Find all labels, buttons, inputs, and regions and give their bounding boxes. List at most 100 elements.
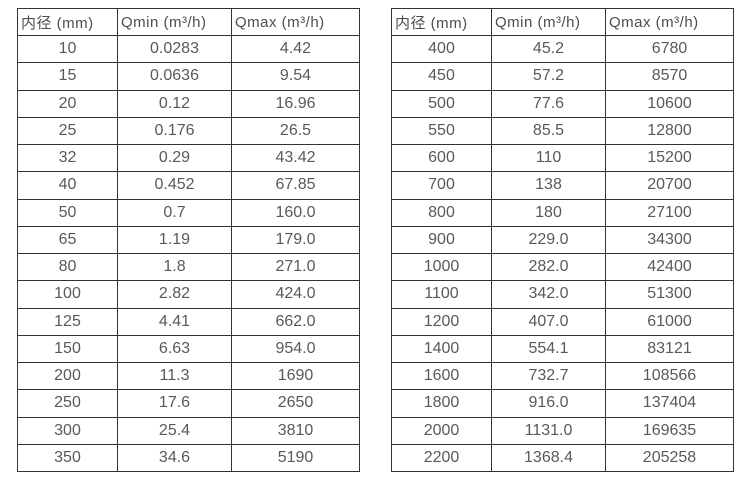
table-row: 400 45.2 6780 (391, 34, 734, 64)
table-cell: 15 (17, 62, 118, 91)
table-cell: 138 (491, 171, 606, 200)
table-cell: 350 (17, 443, 118, 473)
table-row: 25 0.176 26.5 (17, 116, 360, 146)
table-cell: 160.0 (231, 198, 360, 227)
table-cell: 1100 (391, 280, 492, 309)
table-cell: 250 (17, 389, 118, 418)
table-cell: 180 (491, 198, 606, 227)
table-cell: 137404 (605, 389, 734, 418)
table-cell: 8570 (605, 62, 734, 91)
table-cell: 1400 (391, 334, 492, 364)
table-cell: 45.2 (491, 34, 606, 64)
table-cell: 1600 (391, 361, 492, 391)
table-cell: 0.0636 (117, 62, 232, 91)
table-cell: 0.176 (117, 116, 232, 146)
table-cell: 1368.4 (491, 443, 606, 473)
table-row: 250 17.6 2650 (17, 389, 360, 418)
table-cell: 65 (17, 225, 118, 255)
table-row: 15 0.0636 9.54 (17, 62, 360, 91)
table-cell: 800 (391, 198, 492, 227)
table-cell: 108566 (605, 361, 734, 391)
table-cell: 42400 (605, 252, 734, 282)
table-cell: 5190 (231, 443, 360, 473)
col-header-qmin: Qmin (m³/h) (117, 8, 232, 36)
table-cell: 954.0 (231, 334, 360, 364)
table-cell: 400 (391, 34, 492, 64)
table-cell: 110 (491, 143, 606, 173)
table-row: 300 25.4 3810 (17, 416, 360, 445)
table-cell: 500 (391, 89, 492, 118)
table-cell: 200 (17, 361, 118, 391)
table-cell: 700 (391, 171, 492, 200)
table-row: 1400 554.1 83121 (391, 334, 734, 364)
table-row: 80 1.8 271.0 (17, 252, 360, 282)
table-row: 200 11.3 1690 (17, 361, 360, 391)
table-cell: 300 (17, 416, 118, 445)
table-cell: 550 (391, 116, 492, 146)
table-row: 450 57.2 8570 (391, 62, 734, 91)
table-cell: 662.0 (231, 307, 360, 336)
table-cell: 25.4 (117, 416, 232, 445)
table-cell: 17.6 (117, 389, 232, 418)
table-cell: 4.42 (231, 34, 360, 64)
table-row: 2200 1368.4 205258 (391, 443, 734, 473)
table-cell: 2000 (391, 416, 492, 445)
table-cell: 0.12 (117, 89, 232, 118)
table-cell: 34300 (605, 225, 734, 255)
table-row: 1600 732.7 108566 (391, 361, 734, 391)
table-cell: 16.96 (231, 89, 360, 118)
flow-table-small-diameters: 内径 (mm) Qmin (m³/h) Qmax (m³/h) 10 0.0283… (17, 8, 360, 473)
table-cell: 179.0 (231, 225, 360, 255)
table-cell: 34.6 (117, 443, 232, 473)
header-row: 内径 (mm) Qmin (m³/h) Qmax (m³/h) (391, 8, 734, 36)
table-body: 400 45.2 6780 450 57.2 8570 500 77.6 10600 550 85.… (391, 34, 734, 473)
table-row: 1000 282.0 42400 (391, 252, 734, 282)
table-cell: 100 (17, 280, 118, 309)
table-body: 10 0.0283 4.42 15 0.0636 9.54 20 0.12 16.96 25 0.1… (17, 34, 360, 473)
table-cell: 407.0 (491, 307, 606, 336)
col-header-qmax: Qmax (m³/h) (231, 8, 360, 36)
table-cell: 57.2 (491, 62, 606, 91)
table-cell: 732.7 (491, 361, 606, 391)
table-row: 150 6.63 954.0 (17, 334, 360, 364)
table-cell: 450 (391, 62, 492, 91)
table-cell: 6780 (605, 34, 734, 64)
table-cell: 150 (17, 334, 118, 364)
table-cell: 1690 (231, 361, 360, 391)
table-row: 800 180 27100 (391, 198, 734, 227)
table-cell: 916.0 (491, 389, 606, 418)
table-cell: 6.63 (117, 334, 232, 364)
table-row: 20 0.12 16.96 (17, 89, 360, 118)
table-cell: 1200 (391, 307, 492, 336)
table-cell: 4.41 (117, 307, 232, 336)
table-cell: 3810 (231, 416, 360, 445)
table-cell: 1.8 (117, 252, 232, 282)
table-row: 1800 916.0 137404 (391, 389, 734, 418)
table-row: 10 0.0283 4.42 (17, 34, 360, 64)
table-cell: 554.1 (491, 334, 606, 364)
table-cell: 32 (17, 143, 118, 173)
table-cell: 27100 (605, 198, 734, 227)
table-cell: 0.0283 (117, 34, 232, 64)
table-row: 900 229.0 34300 (391, 225, 734, 255)
table-cell: 0.7 (117, 198, 232, 227)
table-cell: 1000 (391, 252, 492, 282)
table-cell: 83121 (605, 334, 734, 364)
table-row: 40 0.452 67.85 (17, 171, 360, 200)
table-row: 1200 407.0 61000 (391, 307, 734, 336)
table-cell: 20 (17, 89, 118, 118)
col-header-qmax: Qmax (m³/h) (605, 8, 734, 36)
table-cell: 9.54 (231, 62, 360, 91)
table-row: 32 0.29 43.42 (17, 143, 360, 173)
table-cell: 10 (17, 34, 118, 64)
table-cell: 85.5 (491, 116, 606, 146)
table-cell: 67.85 (231, 171, 360, 200)
col-header-qmin: Qmin (m³/h) (491, 8, 606, 36)
table-cell: 43.42 (231, 143, 360, 173)
table-row: 500 77.6 10600 (391, 89, 734, 118)
table-row: 100 2.82 424.0 (17, 280, 360, 309)
table-cell: 1131.0 (491, 416, 606, 445)
table-cell: 2200 (391, 443, 492, 473)
table-cell: 0.29 (117, 143, 232, 173)
